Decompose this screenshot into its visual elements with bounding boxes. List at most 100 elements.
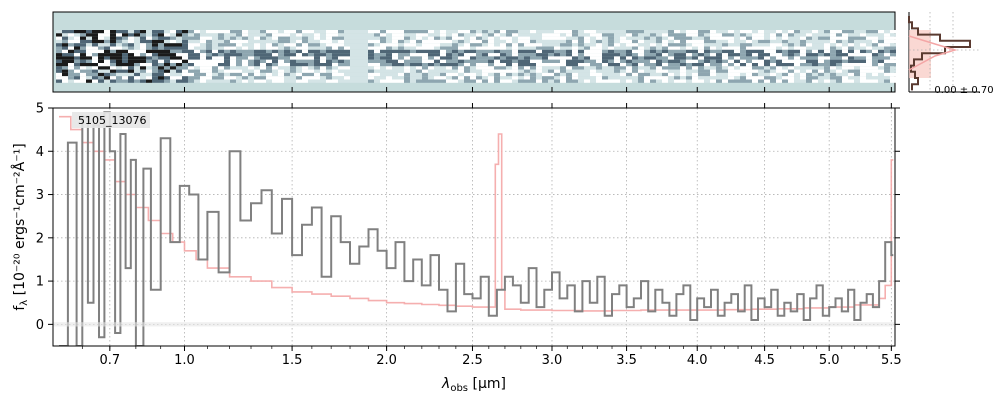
spectrum-2d-pixel (464, 76, 470, 80)
spectrum-2d-pixel (248, 79, 254, 83)
spectrum-2d-pixel (86, 56, 92, 60)
spectrum-2d-pixel (764, 53, 770, 57)
spectrum-2d-pixel (356, 30, 362, 34)
spectrum-2d-pixel (752, 53, 758, 57)
spectrum-2d-pixel (572, 43, 578, 47)
spectrum-2d-pixel (716, 59, 722, 63)
spectrum-2d-pixel (398, 39, 404, 44)
spectrum-2d-pixel (362, 63, 368, 67)
spectrum-2d-pixel (566, 63, 572, 67)
spectrum-2d-pixel (272, 66, 278, 70)
spectrum-2d-pixel (350, 46, 356, 50)
spectrum-2d-pixel (356, 53, 362, 57)
spectrum-2d-pixel (416, 33, 422, 37)
spectrum-2d-pixel (146, 43, 152, 47)
spectrum-2d-pixel (584, 63, 590, 67)
spectrum-2d-pixel (236, 56, 242, 60)
spectrum-2d-pixel (278, 79, 284, 83)
spectrum-2d-pixel (374, 72, 380, 77)
spectrum-2d-pixel (80, 72, 86, 77)
spectrum-2d-pixel (860, 56, 866, 60)
spectrum-2d-pixel (608, 63, 614, 67)
spectrum-2d-pixel (710, 76, 716, 80)
spectrum-2d-pixel (206, 76, 212, 80)
spectrum-2d-pixel (512, 49, 518, 54)
spectrum-2d-pixel (152, 79, 158, 83)
spectrum-2d-pixel (314, 46, 320, 50)
spectrum-2d-pixel (170, 76, 176, 80)
spectrum-2d-pixel (668, 53, 674, 57)
spectrum-2d-pixel (236, 39, 242, 44)
spectrum-2d-pixel (890, 79, 896, 83)
spectrum-2d-pixel (314, 59, 320, 63)
spectrum-2d-pixel (356, 49, 362, 54)
spectrum-2d-pixel (626, 69, 632, 73)
spectrum-2d-pixel (890, 36, 896, 40)
spectrum-2d-pixel (770, 79, 776, 83)
spectrum-2d-pixel (122, 76, 128, 80)
spectrum-2d-pixel (242, 76, 248, 80)
spectrum-2d-pixel (476, 76, 482, 80)
spectrum-2d-pixel (128, 36, 134, 40)
spectrum-2d-pixel (614, 79, 620, 83)
spectrum-2d-pixel (830, 66, 836, 70)
spectrum-2d-pixel (578, 53, 584, 57)
spectrum-2d-pixel (272, 43, 278, 47)
spectrum-2d-pixel (686, 59, 692, 63)
spectrum-2d-pixel (788, 46, 794, 50)
spectrum-2d-pixel (824, 59, 830, 63)
spectrum-2d-pixel (866, 36, 872, 40)
spectrum-2d-pixel (722, 66, 728, 70)
spectrum-2d-pixel (488, 49, 494, 54)
spectrum-2d-pixel (176, 66, 182, 70)
spectrum-2d-pixel (320, 43, 326, 47)
spectrum-2d-pixel (140, 69, 146, 73)
spectrum-2d-pixel (734, 56, 740, 60)
spectrum-2d-pixel (572, 56, 578, 60)
spectrum-2d-pixel (548, 33, 554, 37)
spectrum-2d-pixel (500, 59, 506, 63)
spectrum-2d-pixel (794, 63, 800, 67)
spectrum-2d-pixel (266, 72, 272, 77)
spectrum-2d-pixel (194, 72, 200, 77)
spectrum-2d-pixel (86, 76, 92, 80)
spectrum-2d-pixel (440, 69, 446, 73)
spectrum-2d-pixel (770, 59, 776, 63)
spectrum-2d-pixel (770, 30, 776, 34)
spectrum-2d-pixel (242, 49, 248, 54)
spectrum-2d-pixel (218, 36, 224, 40)
spectrum-2d-pixel (380, 33, 386, 37)
spectrum-2d-pixel (416, 39, 422, 44)
spectrum-2d-pixel (98, 79, 104, 83)
spectrum-2d-pixel (482, 39, 488, 44)
spectrum-2d-pixel (452, 76, 458, 80)
spectrum-2d-pixel (566, 56, 572, 60)
spectrum-2d-pixel (854, 49, 860, 54)
spectrum-2d-pixel (800, 66, 806, 70)
spectrum-2d-pixel (62, 66, 68, 70)
spectrum-2d-pixel (518, 63, 524, 67)
spectrum-2d-pixel (254, 79, 260, 83)
spectrum-2d-pixel (452, 79, 458, 83)
spectrum-2d-pixel (92, 53, 98, 57)
spectrum-2d-pixel (110, 56, 116, 60)
spectrum-2d-pixel (770, 36, 776, 40)
spectrum-2d-pixel (242, 39, 248, 44)
spectrum-2d-pixel (158, 36, 164, 40)
spectrum-2d-pixel (374, 30, 380, 34)
spectrum-2d-pixel (746, 43, 752, 47)
spectrum-2d-pixel (188, 36, 194, 40)
spectrum-2d-pixel (344, 56, 350, 60)
spectrum-2d-pixel (830, 46, 836, 50)
spectrum-2d-pixel (674, 56, 680, 60)
spectrum-2d-pixel (266, 76, 272, 80)
spectrum-2d-pixel (230, 59, 236, 63)
spectrum-2d-pixel (758, 56, 764, 60)
spectrum-2d-pixel (692, 30, 698, 34)
spectrum-2d-pixel (452, 30, 458, 34)
spectrum-2d-pixel (716, 53, 722, 57)
spectrum-2d-pixel (182, 43, 188, 47)
spectrum-2d-pixel (518, 56, 524, 60)
spectrum-2d-pixel (176, 79, 182, 83)
spectrum-2d-pixel (470, 46, 476, 50)
